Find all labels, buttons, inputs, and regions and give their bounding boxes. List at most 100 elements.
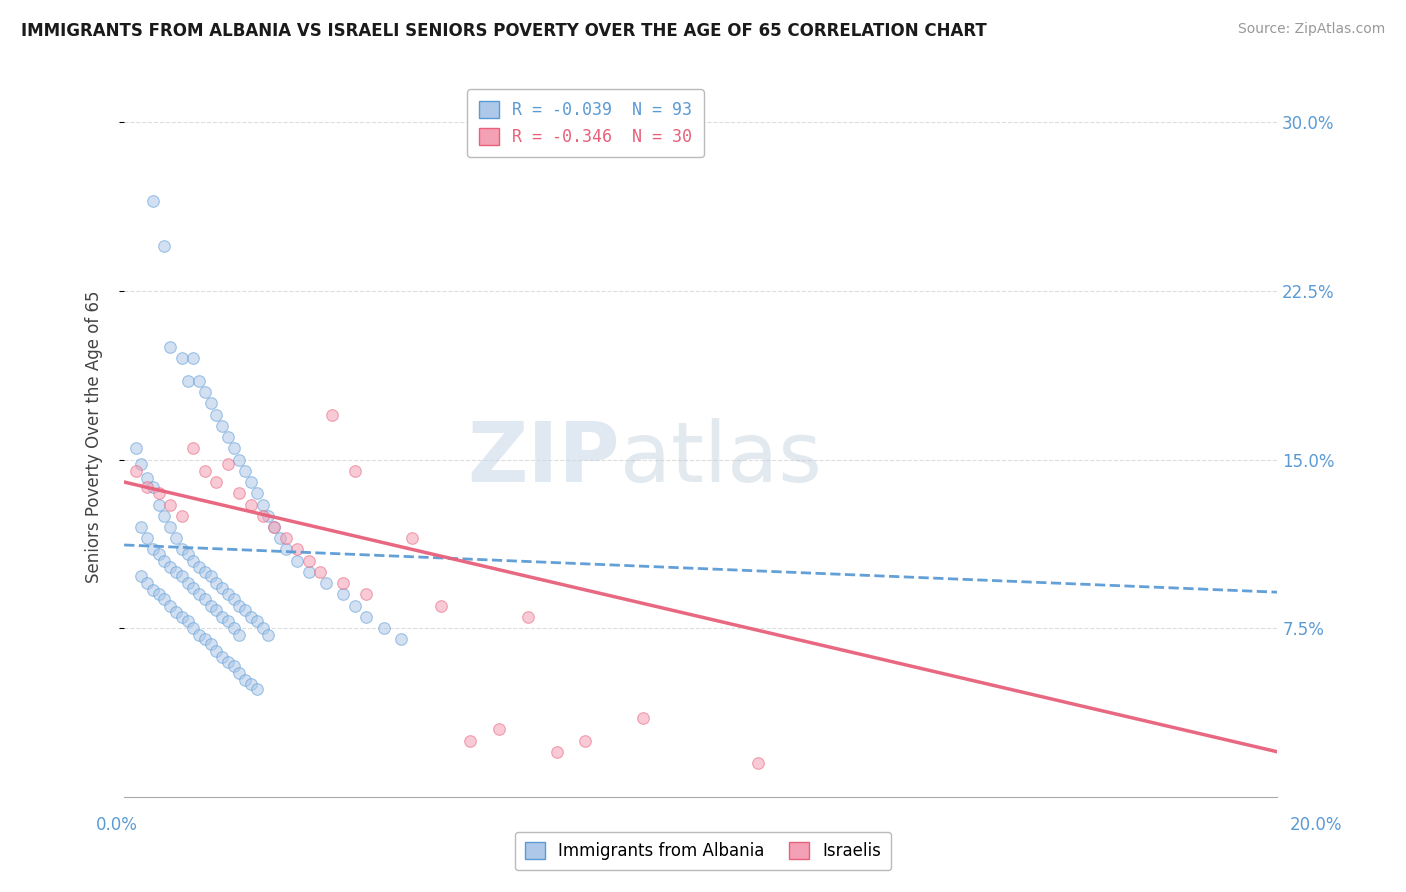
Point bbox=[148, 498, 170, 512]
Point bbox=[165, 565, 187, 579]
Point bbox=[170, 351, 193, 366]
Point bbox=[176, 374, 198, 388]
Point bbox=[159, 340, 181, 354]
Point bbox=[188, 587, 211, 601]
Point bbox=[240, 475, 263, 489]
Point bbox=[205, 603, 228, 617]
Point bbox=[315, 576, 337, 591]
Point bbox=[240, 498, 263, 512]
Point bbox=[240, 677, 263, 691]
Point bbox=[148, 587, 170, 601]
Text: atlas: atlas bbox=[620, 418, 821, 500]
Point bbox=[222, 659, 245, 673]
Point bbox=[246, 681, 269, 696]
Point bbox=[131, 569, 153, 583]
Point bbox=[546, 745, 568, 759]
Point bbox=[200, 396, 222, 410]
Point bbox=[401, 531, 423, 545]
Text: 20.0%: 20.0% bbox=[1291, 816, 1343, 834]
Point bbox=[488, 723, 510, 737]
Point bbox=[217, 430, 239, 444]
Point bbox=[194, 632, 217, 647]
Point bbox=[274, 531, 297, 545]
Point bbox=[136, 479, 159, 493]
Point bbox=[188, 374, 211, 388]
Point bbox=[188, 628, 211, 642]
Point bbox=[217, 615, 239, 629]
Point bbox=[165, 606, 187, 620]
Point bbox=[159, 599, 181, 613]
Point bbox=[343, 599, 366, 613]
Point bbox=[159, 560, 181, 574]
Point bbox=[124, 464, 146, 478]
Point bbox=[188, 560, 211, 574]
Text: IMMIGRANTS FROM ALBANIA VS ISRAELI SENIORS POVERTY OVER THE AGE OF 65 CORRELATIO: IMMIGRANTS FROM ALBANIA VS ISRAELI SENIO… bbox=[21, 22, 987, 40]
Point bbox=[165, 531, 187, 545]
Point bbox=[200, 599, 222, 613]
Text: Source: ZipAtlas.com: Source: ZipAtlas.com bbox=[1237, 22, 1385, 37]
Point bbox=[430, 599, 453, 613]
Point bbox=[142, 479, 165, 493]
Point bbox=[228, 599, 250, 613]
Point bbox=[252, 621, 274, 635]
Y-axis label: Seniors Poverty Over the Age of 65: Seniors Poverty Over the Age of 65 bbox=[86, 291, 103, 583]
Point bbox=[153, 591, 176, 606]
Point bbox=[211, 610, 233, 624]
Text: 0.0%: 0.0% bbox=[96, 816, 138, 834]
Point bbox=[159, 498, 181, 512]
Point bbox=[136, 470, 159, 484]
Point bbox=[194, 385, 217, 400]
Point bbox=[269, 531, 291, 545]
Point bbox=[233, 464, 256, 478]
Point bbox=[217, 587, 239, 601]
Point bbox=[246, 486, 269, 500]
Point bbox=[200, 569, 222, 583]
Point bbox=[222, 621, 245, 635]
Point bbox=[170, 542, 193, 557]
Point bbox=[228, 452, 250, 467]
Point bbox=[131, 520, 153, 534]
Point bbox=[153, 239, 176, 253]
Point bbox=[298, 554, 321, 568]
Point bbox=[148, 486, 170, 500]
Point bbox=[181, 442, 204, 456]
Point bbox=[257, 508, 280, 523]
Point bbox=[257, 628, 280, 642]
Point bbox=[298, 565, 321, 579]
Point bbox=[181, 554, 204, 568]
Legend: Immigrants from Albania, Israelis: Immigrants from Albania, Israelis bbox=[515, 832, 891, 871]
Point bbox=[194, 565, 217, 579]
Point bbox=[159, 520, 181, 534]
Point bbox=[233, 603, 256, 617]
Point bbox=[142, 542, 165, 557]
Point bbox=[153, 508, 176, 523]
Point bbox=[205, 643, 228, 657]
Point bbox=[274, 542, 297, 557]
Point bbox=[356, 587, 378, 601]
Point bbox=[176, 547, 198, 561]
Point bbox=[131, 457, 153, 471]
Legend: R = -0.039  N = 93, R = -0.346  N = 30: R = -0.039 N = 93, R = -0.346 N = 30 bbox=[467, 89, 704, 157]
Point bbox=[181, 581, 204, 595]
Point bbox=[343, 464, 366, 478]
Point bbox=[211, 650, 233, 665]
Point bbox=[176, 615, 198, 629]
Point bbox=[142, 582, 165, 597]
Point bbox=[631, 711, 654, 725]
Point bbox=[574, 733, 596, 747]
Point bbox=[222, 442, 245, 456]
Point bbox=[228, 666, 250, 681]
Point bbox=[252, 498, 274, 512]
Point bbox=[747, 756, 769, 770]
Point bbox=[153, 554, 176, 568]
Point bbox=[194, 464, 217, 478]
Point bbox=[181, 621, 204, 635]
Point bbox=[205, 576, 228, 591]
Point bbox=[332, 587, 354, 601]
Point bbox=[181, 351, 204, 366]
Point bbox=[136, 576, 159, 591]
Point bbox=[211, 418, 233, 433]
Point bbox=[228, 628, 250, 642]
Point bbox=[309, 565, 332, 579]
Point bbox=[228, 486, 250, 500]
